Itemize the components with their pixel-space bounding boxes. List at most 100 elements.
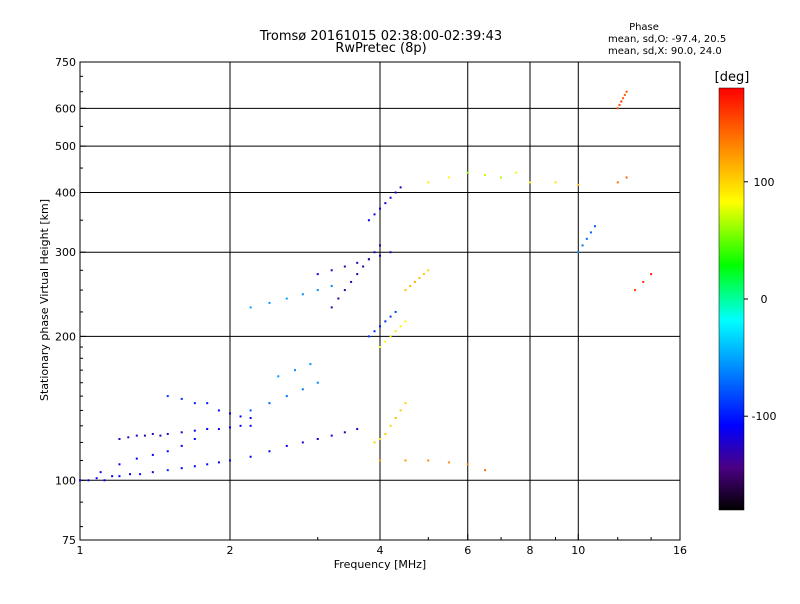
- data-point: [389, 251, 392, 254]
- data-point: [343, 265, 346, 268]
- data-point: [193, 465, 196, 468]
- data-point: [616, 107, 619, 110]
- data-point: [367, 258, 370, 261]
- data-point: [379, 459, 381, 462]
- data-point: [367, 335, 370, 338]
- data-point: [249, 424, 252, 427]
- y-tick-label: 200: [55, 330, 76, 343]
- data-point: [180, 431, 183, 434]
- data-point: [422, 273, 425, 276]
- data-point: [206, 428, 209, 431]
- data-point: [268, 402, 271, 405]
- data-point: [180, 467, 183, 470]
- data-point: [309, 363, 312, 366]
- data-point: [589, 231, 592, 234]
- data-point: [229, 412, 231, 415]
- data-point: [330, 306, 333, 309]
- data-point: [337, 297, 340, 300]
- data-point: [413, 280, 416, 283]
- data-point: [268, 301, 271, 304]
- data-point: [151, 453, 154, 456]
- data-point: [87, 479, 90, 482]
- data-point: [343, 431, 346, 434]
- data-point: [301, 441, 304, 444]
- data-point: [159, 434, 162, 437]
- data-point: [384, 340, 387, 343]
- data-point: [103, 479, 106, 482]
- data-point: [249, 416, 252, 419]
- x-tick-label: 8: [527, 544, 534, 557]
- y-tick-label: 100: [55, 474, 76, 487]
- data-point: [229, 426, 231, 429]
- data-point: [399, 409, 402, 412]
- data-point: [350, 280, 353, 283]
- data-point: [650, 273, 653, 276]
- data-point: [193, 429, 196, 432]
- data-point: [239, 415, 242, 418]
- data-point: [135, 434, 138, 437]
- data-point: [373, 330, 376, 333]
- data-point: [484, 469, 487, 472]
- phase-stats-o: mean, sd,O: -97.4, 20.5: [608, 34, 726, 45]
- data-point: [404, 402, 407, 405]
- data-point: [373, 251, 376, 254]
- data-point: [95, 477, 98, 480]
- data-point: [384, 202, 387, 205]
- data-point: [577, 183, 580, 186]
- data-point: [625, 176, 628, 179]
- data-point: [616, 181, 619, 184]
- data-point: [394, 191, 397, 194]
- data-point: [367, 219, 370, 222]
- data-point: [581, 244, 584, 247]
- colorbar-ticks: 100 0 -100: [744, 176, 776, 423]
- x-tick-label: 4: [377, 544, 384, 557]
- data-point: [217, 409, 220, 412]
- data-point: [118, 463, 121, 466]
- data-point: [447, 176, 450, 179]
- data-point: [427, 269, 430, 272]
- data-point: [484, 174, 487, 177]
- data-point: [206, 463, 209, 466]
- data-point: [151, 471, 154, 474]
- data-point: [389, 196, 392, 199]
- data-point: [529, 181, 531, 184]
- data-point: [180, 397, 183, 400]
- data-point: [293, 369, 296, 372]
- data-point: [384, 320, 387, 323]
- data-point: [217, 428, 220, 431]
- y-axis: 75 100 200 300 400 500 600 750: [55, 56, 86, 547]
- data-point: [118, 437, 121, 440]
- data-point: [217, 461, 220, 464]
- data-point: [409, 284, 412, 287]
- data-point: [239, 424, 242, 427]
- data-point: [404, 320, 407, 323]
- y-tick-label: 750: [55, 56, 76, 69]
- data-point: [389, 424, 392, 427]
- data-point: [316, 437, 319, 440]
- colorbar-tick-label: 0: [761, 293, 768, 306]
- data-point: [399, 325, 402, 328]
- data-point: [118, 475, 121, 478]
- colorbar-tick-label: -100: [752, 410, 777, 423]
- x-tick-label: 2: [227, 544, 234, 557]
- data-points: [79, 90, 653, 482]
- colorbar-unit-label: [deg]: [715, 70, 750, 85]
- data-point: [356, 428, 359, 431]
- data-point: [79, 479, 81, 482]
- data-point: [427, 181, 430, 184]
- y-axis-label: Stationary phase Virtual Height [km]: [38, 199, 51, 401]
- chart-title: Tromsø 20161015 02:38:00-02:39:43: [259, 29, 502, 44]
- data-point: [193, 402, 196, 405]
- phase-stats-x: mean, sd,X: 90.0, 24.0: [608, 46, 722, 57]
- data-point: [577, 251, 580, 254]
- data-point: [379, 244, 381, 247]
- data-point: [193, 437, 196, 440]
- data-point: [249, 409, 252, 412]
- data-point: [330, 434, 333, 437]
- data-point: [418, 276, 421, 279]
- data-point: [554, 181, 557, 184]
- data-point: [166, 432, 169, 435]
- data-point: [166, 395, 169, 398]
- data-point: [500, 176, 503, 179]
